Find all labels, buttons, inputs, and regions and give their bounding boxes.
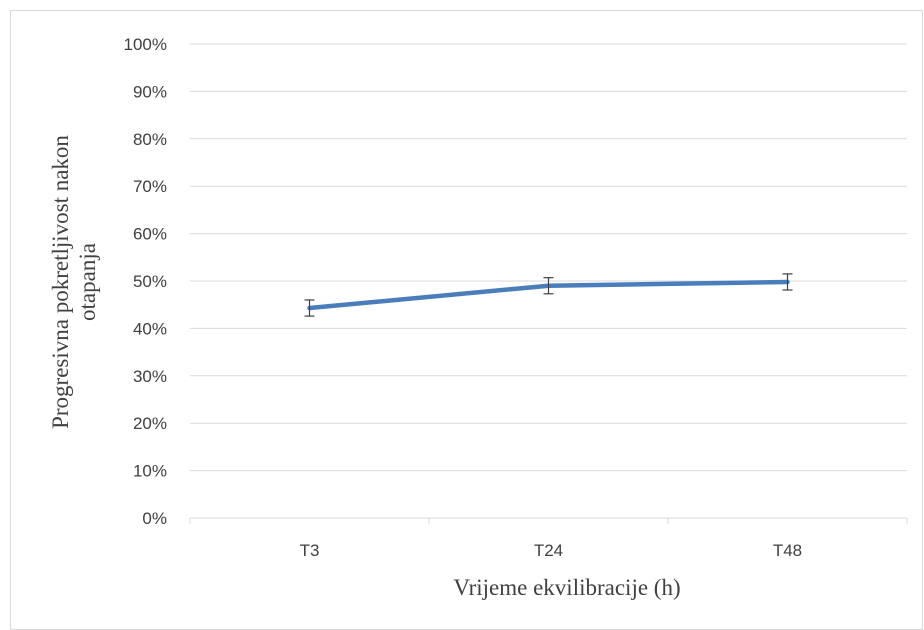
error-bar xyxy=(304,299,315,317)
x-tick-label: T3 xyxy=(300,541,320,560)
y-tick-label: 40% xyxy=(133,319,167,338)
y-axis-title-line-2: otapanja xyxy=(75,243,100,321)
y-tick-label: 80% xyxy=(133,130,167,149)
x-axis-title: Vrijeme ekvilibracije (h) xyxy=(453,575,680,600)
y-tick-label: 30% xyxy=(133,367,167,386)
chart-frame xyxy=(10,10,923,630)
y-axis-title: Progresivna pokretljivost nakon otapanja xyxy=(48,135,100,429)
y-tick-label: 70% xyxy=(133,177,167,196)
y-axis-tick-labels: 0% 10% 20% 30% 40% 50% 60% 70% 80% 90% 100% xyxy=(124,35,167,528)
error-bar xyxy=(543,277,554,295)
y-tick-label: 20% xyxy=(133,414,167,433)
y-tick-label: 0% xyxy=(142,509,167,528)
y-tick-label: 100% xyxy=(124,35,167,54)
x-axis-tick-labels: T3 T24 T48 xyxy=(300,541,803,560)
x-tick-label: T24 xyxy=(534,541,563,560)
series-layer xyxy=(304,273,793,317)
x-tick-label: T48 xyxy=(773,541,802,560)
y-tick-label: 10% xyxy=(133,462,167,481)
x-axis xyxy=(189,517,908,524)
gridlines xyxy=(190,43,907,472)
y-tick-label: 50% xyxy=(133,272,167,291)
y-axis-title-line-1: Progresivna pokretljivost nakon xyxy=(48,135,73,429)
error-bar xyxy=(782,273,793,291)
y-tick-label: 90% xyxy=(133,82,167,101)
y-tick-label: 60% xyxy=(133,225,167,244)
